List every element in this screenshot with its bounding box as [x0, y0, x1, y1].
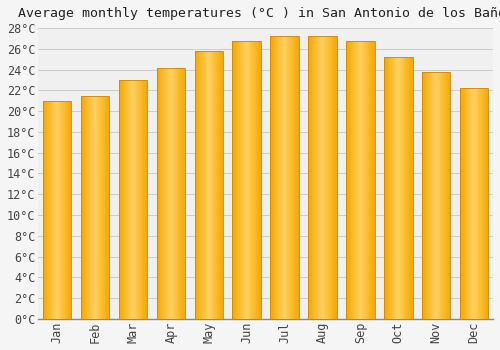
- Bar: [270, 36, 299, 319]
- Bar: [156, 68, 185, 319]
- Bar: [194, 51, 223, 319]
- Bar: [384, 57, 412, 319]
- Bar: [308, 36, 336, 319]
- Bar: [346, 41, 374, 319]
- Bar: [43, 101, 72, 319]
- Bar: [81, 96, 110, 319]
- Bar: [460, 88, 488, 319]
- Bar: [119, 80, 147, 319]
- Title: Average monthly temperatures (°C ) in San Antonio de los Baños: Average monthly temperatures (°C ) in Sa…: [18, 7, 500, 20]
- Bar: [232, 41, 261, 319]
- Bar: [422, 72, 450, 319]
